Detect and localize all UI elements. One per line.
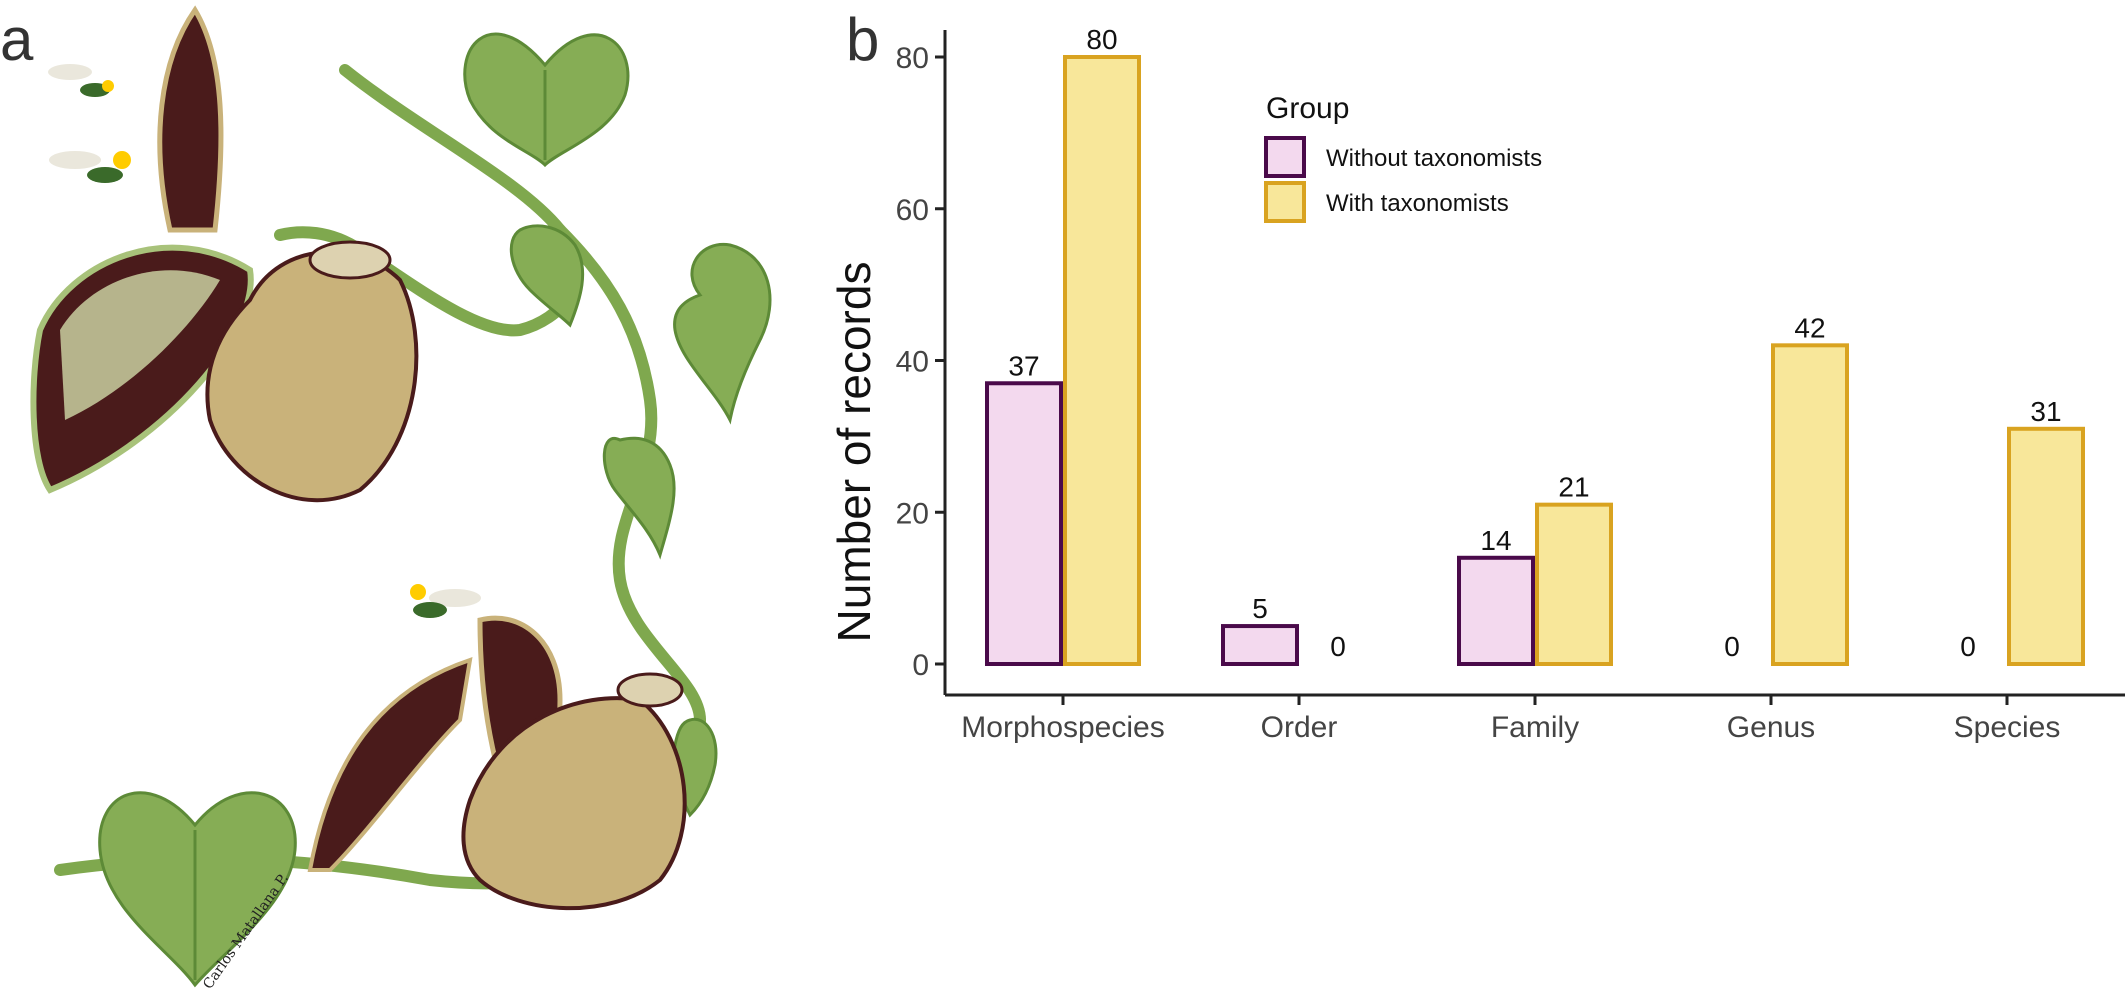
y-tick-label: 60 [896,194,929,227]
x-tick-label: Family [1491,711,1579,744]
data-label: 21 [1558,472,1589,503]
bar-species-with [2007,426,2085,666]
legend-swatch [1264,181,1306,223]
legend-label: Without taxonomists [1326,145,1542,172]
axes-layer: Morphospecies Order Family Genus Species 0 20 4… [896,30,2125,744]
pipevine-flower-top [30,5,419,503]
legend-title: Group [1266,92,1349,125]
y-tick-label: 20 [896,497,929,530]
bar-chart: 37 80 5 0 14 21 0 42 0 31 Morphospecies Order Famil… [828,24,2125,744]
heart-leaf [673,243,772,425]
data-label: 0 [1960,631,1976,662]
heart-leaf [602,436,676,560]
data-label: 80 [1086,24,1117,55]
pipevine-flower-bottom [307,615,687,911]
x-tick-label: Species [1954,711,2061,744]
legend-label: With taxonomists [1326,190,1509,217]
data-label: 0 [1724,631,1740,662]
panel-b-label: b [846,6,880,73]
y-tick-label: 0 [912,649,929,682]
x-tick-label: Morphospecies [961,711,1164,744]
legend: Group Without taxonomists With taxonomists [1264,92,1542,223]
heart-leaf [509,224,585,328]
y-tick-label: 40 [896,346,929,379]
plant-illustration: Carlos Matallana P. [30,5,772,992]
panel-a-label: a [0,6,34,73]
heart-leaf [463,32,630,168]
fly-icon [49,151,131,183]
bar-family-with [1535,502,1613,666]
fly-icon [410,584,481,618]
x-tick-label: Genus [1727,711,1815,744]
fly-icon [48,64,114,97]
y-tick-label: 80 [896,42,929,75]
data-label: 0 [1330,631,1346,662]
bar-family-without [1457,555,1535,667]
bar-morphospecies-with [1063,55,1141,666]
data-label: 5 [1252,593,1268,624]
data-label: 14 [1480,525,1511,556]
data-labels-layer: 37 80 5 0 14 21 0 42 0 31 [1008,24,2061,662]
heart-leaf [98,791,297,988]
bar-morphospecies-without [985,381,1063,666]
bars-layer [985,55,2085,667]
data-label: 37 [1008,350,1039,381]
bar-genus-with [1771,343,1849,666]
legend-swatch [1264,136,1306,178]
bar-order-without [1221,624,1299,666]
x-tick-label: Order [1261,711,1338,744]
data-label: 31 [2030,396,2061,427]
y-axis-title: Number of records [828,262,880,643]
data-label: 42 [1794,312,1825,343]
